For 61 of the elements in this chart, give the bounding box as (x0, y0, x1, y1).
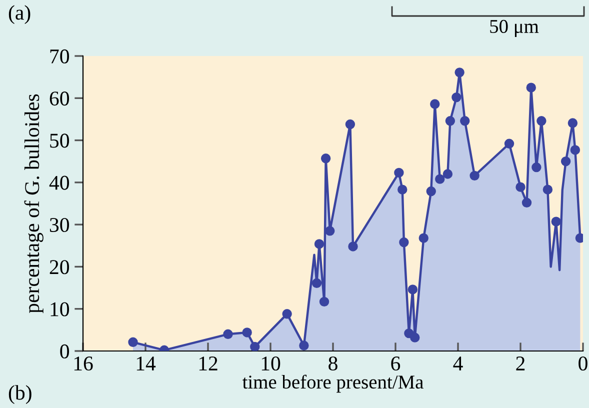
point (398, 184, 408, 194)
text: 50 μm (490, 20, 539, 37)
point (312, 278, 322, 288)
point (470, 170, 480, 181)
point (516, 182, 526, 192)
x-tick-label: 6 (391, 356, 400, 371)
point (128, 337, 138, 348)
point (442, 169, 453, 179)
point (320, 154, 331, 164)
point (399, 237, 409, 248)
x-tick-label: 16 (74, 356, 93, 371)
point (526, 82, 536, 92)
x-tick-label: 2 (516, 356, 525, 370)
point (570, 145, 580, 155)
point (345, 119, 356, 130)
x-tick-label: 12 (199, 356, 218, 370)
point (410, 332, 420, 342)
point (242, 328, 252, 338)
point (445, 116, 456, 126)
y-tick-label: 70 (50, 49, 70, 64)
y-tick-label: 30 (50, 218, 70, 232)
point (504, 138, 514, 149)
x-tick-label: 4 (453, 356, 463, 370)
point (348, 242, 358, 252)
point (536, 116, 546, 126)
point (551, 216, 561, 226)
point (522, 198, 532, 208)
point (223, 329, 233, 340)
point (426, 186, 436, 196)
y-tick-label: 20 (50, 260, 70, 274)
point (542, 184, 553, 194)
point (430, 99, 440, 109)
y-tick-label: 10 (50, 302, 70, 316)
point (460, 116, 470, 126)
point (452, 92, 462, 102)
point (250, 342, 260, 351)
y-tick-label: 50 (50, 134, 70, 148)
point (325, 226, 335, 236)
point (319, 296, 330, 307)
x-tick-label: 8 (328, 356, 338, 371)
y-tick-label: 40 (49, 176, 70, 190)
y-tick-label: 60 (50, 92, 70, 106)
point (560, 156, 571, 166)
text: (a) (8, 5, 30, 24)
point (314, 239, 324, 249)
y-tick-label: 0 (60, 344, 70, 358)
point (299, 340, 309, 350)
point (568, 118, 578, 128)
point (418, 233, 428, 243)
point (454, 68, 464, 78)
point (408, 284, 418, 294)
point (532, 162, 542, 172)
x-tick-label: 14 (136, 356, 156, 370)
x-tick-label: 0 (578, 356, 588, 371)
x-axis-title: time before present/Ma (242, 374, 424, 393)
y-axis-title: percentage of G. bulloides (24, 94, 44, 314)
point (435, 174, 445, 184)
point (394, 168, 404, 178)
point (282, 309, 292, 319)
x-tick-label: 10 (262, 356, 280, 371)
text: (b) (8, 385, 32, 404)
